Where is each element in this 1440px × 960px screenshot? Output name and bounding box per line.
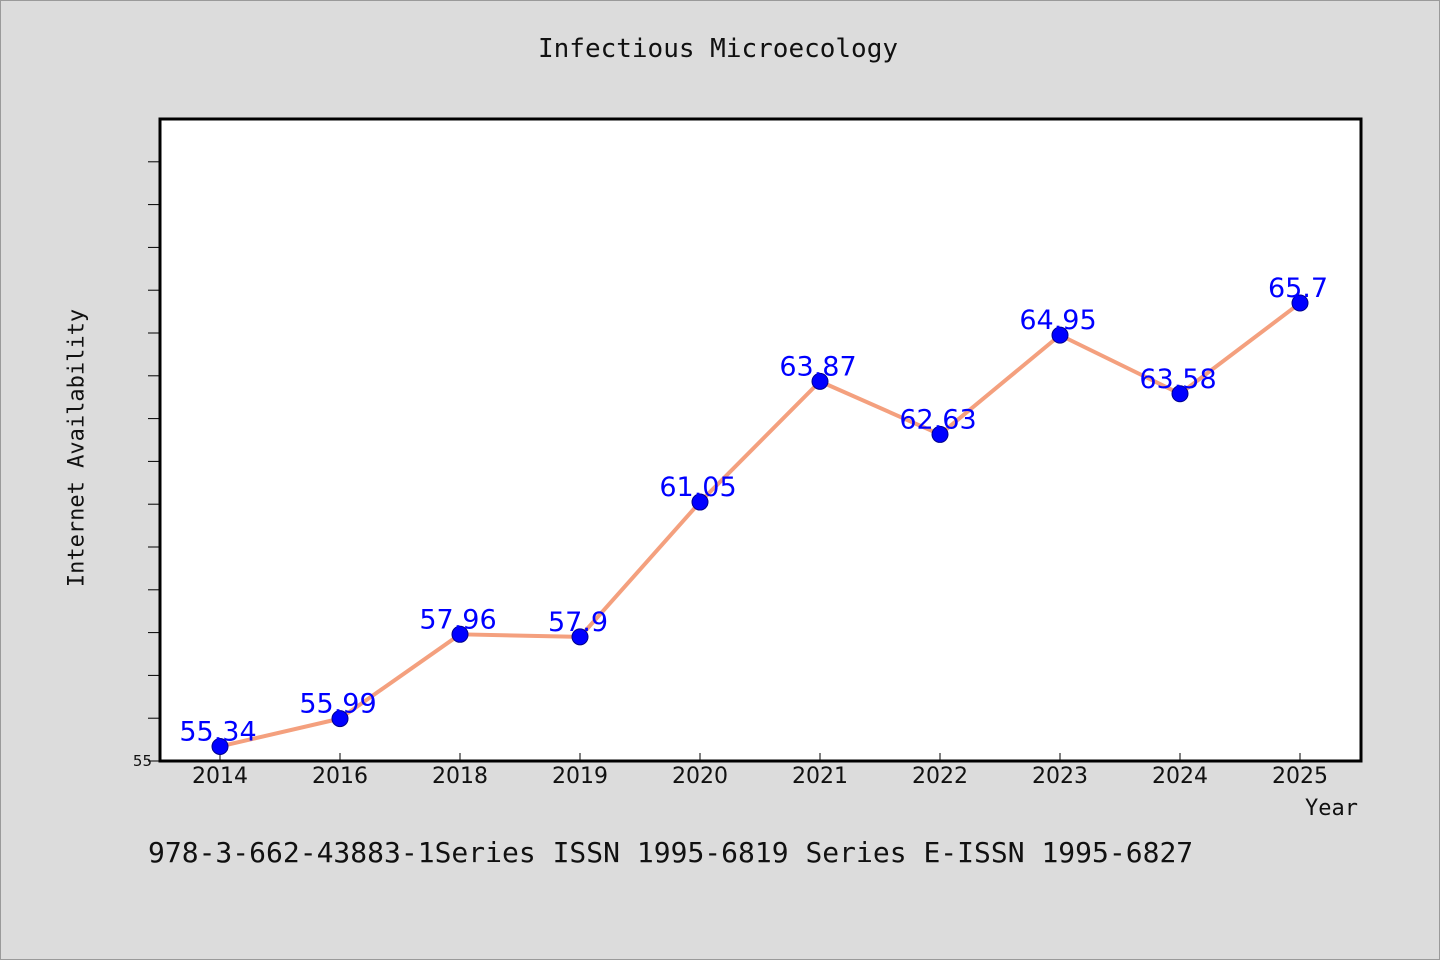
x-tick-label: 2021 xyxy=(792,764,848,789)
data-label: 65.7 xyxy=(1268,273,1328,304)
x-tick-label: 2014 xyxy=(192,764,248,789)
data-label: 55.99 xyxy=(299,689,376,720)
data-label: 63.87 xyxy=(779,351,856,382)
x-tick-label: 2024 xyxy=(1152,764,1208,789)
x-tick-label: 2016 xyxy=(312,764,368,789)
data-label: 62.63 xyxy=(899,404,976,435)
data-label: 57.96 xyxy=(419,604,496,635)
data-point xyxy=(211,737,229,755)
x-tick-label: 2019 xyxy=(552,764,608,789)
series-points xyxy=(211,294,1309,755)
data-point xyxy=(1291,294,1309,312)
footer-text: 978-3-662-43883-1Series ISSN 1995-6819 S… xyxy=(148,836,1194,869)
data-label: 63.58 xyxy=(1139,364,1216,395)
data-label: 55.34 xyxy=(179,716,256,747)
chart-title: Infectious Microecology xyxy=(537,34,899,64)
data-point xyxy=(1171,385,1189,403)
x-tick-label: 2023 xyxy=(1032,764,1088,789)
data-point xyxy=(451,625,469,643)
y-axis-ticks: 55 xyxy=(133,161,160,770)
data-label: 64.95 xyxy=(1019,305,1096,336)
data-label: 57.9 xyxy=(548,607,608,638)
data-point xyxy=(931,425,949,443)
x-tick-label: 2018 xyxy=(432,764,488,789)
data-point xyxy=(571,628,589,646)
data-point xyxy=(331,710,349,728)
x-tick-label: 2020 xyxy=(672,764,728,789)
x-tick-label: 2025 xyxy=(1272,764,1328,789)
data-labels: 55.34 55.99 57.96 57.9 61.05 63.87 62.63 64.95 6… xyxy=(179,273,1328,747)
data-point xyxy=(691,493,709,511)
y-tick-label: 55 xyxy=(133,752,152,770)
series-line xyxy=(218,301,1302,749)
x-tick-label: 2022 xyxy=(912,764,968,789)
data-label: 61.05 xyxy=(659,472,736,503)
x-axis-label: Year xyxy=(1305,796,1358,821)
series-lines xyxy=(218,301,1302,749)
x-axis-ticks: 2014 2016 2018 2019 2020 2021 2022 2023 2024 2025 xyxy=(192,753,1328,789)
data-point xyxy=(1051,326,1069,344)
data-point xyxy=(811,372,829,390)
